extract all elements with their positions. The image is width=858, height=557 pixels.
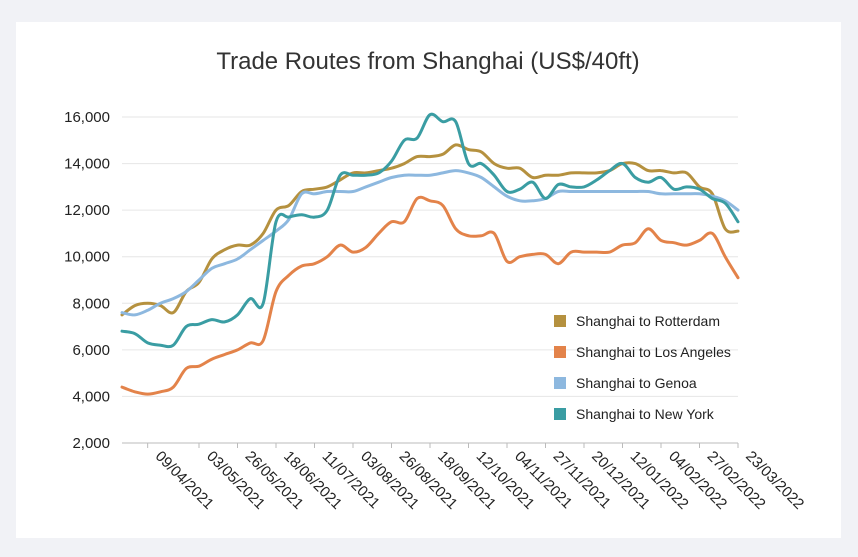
y-tick-label: 6,000 bbox=[72, 342, 110, 359]
x-axis: 09/04/202103/05/202126/05/202118/06/2021… bbox=[147, 443, 807, 513]
y-tick-label: 10,000 bbox=[64, 249, 110, 266]
legend-item-shanghai-to-new-york: Shanghai to New York bbox=[554, 406, 715, 422]
series-layer bbox=[120, 112, 740, 396]
series-line-shanghai-to-new-york bbox=[120, 112, 740, 349]
y-tick-label: 16,000 bbox=[64, 109, 110, 126]
chart-card: Trade Routes from Shanghai (US$/40ft) 2,… bbox=[16, 22, 841, 538]
y-axis: 2,000 4,000 6,000 8,000 10,000 12,000 14,000 16… bbox=[64, 109, 110, 452]
y-tick-label: 12,000 bbox=[64, 202, 110, 219]
legend-swatch bbox=[554, 315, 566, 327]
series-line-shanghai-to-rotterdam bbox=[120, 143, 740, 317]
legend-label: Shanghai to Rotterdam bbox=[576, 313, 720, 329]
series-line-shanghai-to-los-angeles bbox=[120, 195, 740, 396]
chart-title: Trade Routes from Shanghai (US$/40ft) bbox=[216, 48, 639, 75]
grid-layer bbox=[122, 116, 738, 444]
legend-swatch bbox=[554, 408, 566, 420]
series-line-shanghai-to-genoa bbox=[120, 169, 740, 317]
y-tick-label: 2,000 bbox=[72, 435, 110, 452]
legend-label: Shanghai to New York bbox=[576, 406, 715, 422]
y-tick-label: 8,000 bbox=[72, 295, 110, 312]
line-chart: Trade Routes from Shanghai (US$/40ft) 2,… bbox=[64, 48, 807, 513]
legend-item-shanghai-to-los-angeles: Shanghai to Los Angeles bbox=[554, 344, 731, 360]
legend-label: Shanghai to Los Angeles bbox=[576, 344, 731, 360]
y-tick-label: 4,000 bbox=[72, 388, 110, 405]
legend-swatch bbox=[554, 377, 566, 389]
legend-swatch bbox=[554, 346, 566, 358]
legend-label: Shanghai to Genoa bbox=[576, 375, 697, 391]
y-tick-label: 14,000 bbox=[64, 156, 110, 173]
legend: Shanghai to Rotterdam Shanghai to Los Ang… bbox=[554, 313, 731, 422]
legend-item-shanghai-to-genoa: Shanghai to Genoa bbox=[554, 375, 697, 391]
legend-item-shanghai-to-rotterdam: Shanghai to Rotterdam bbox=[554, 313, 720, 329]
